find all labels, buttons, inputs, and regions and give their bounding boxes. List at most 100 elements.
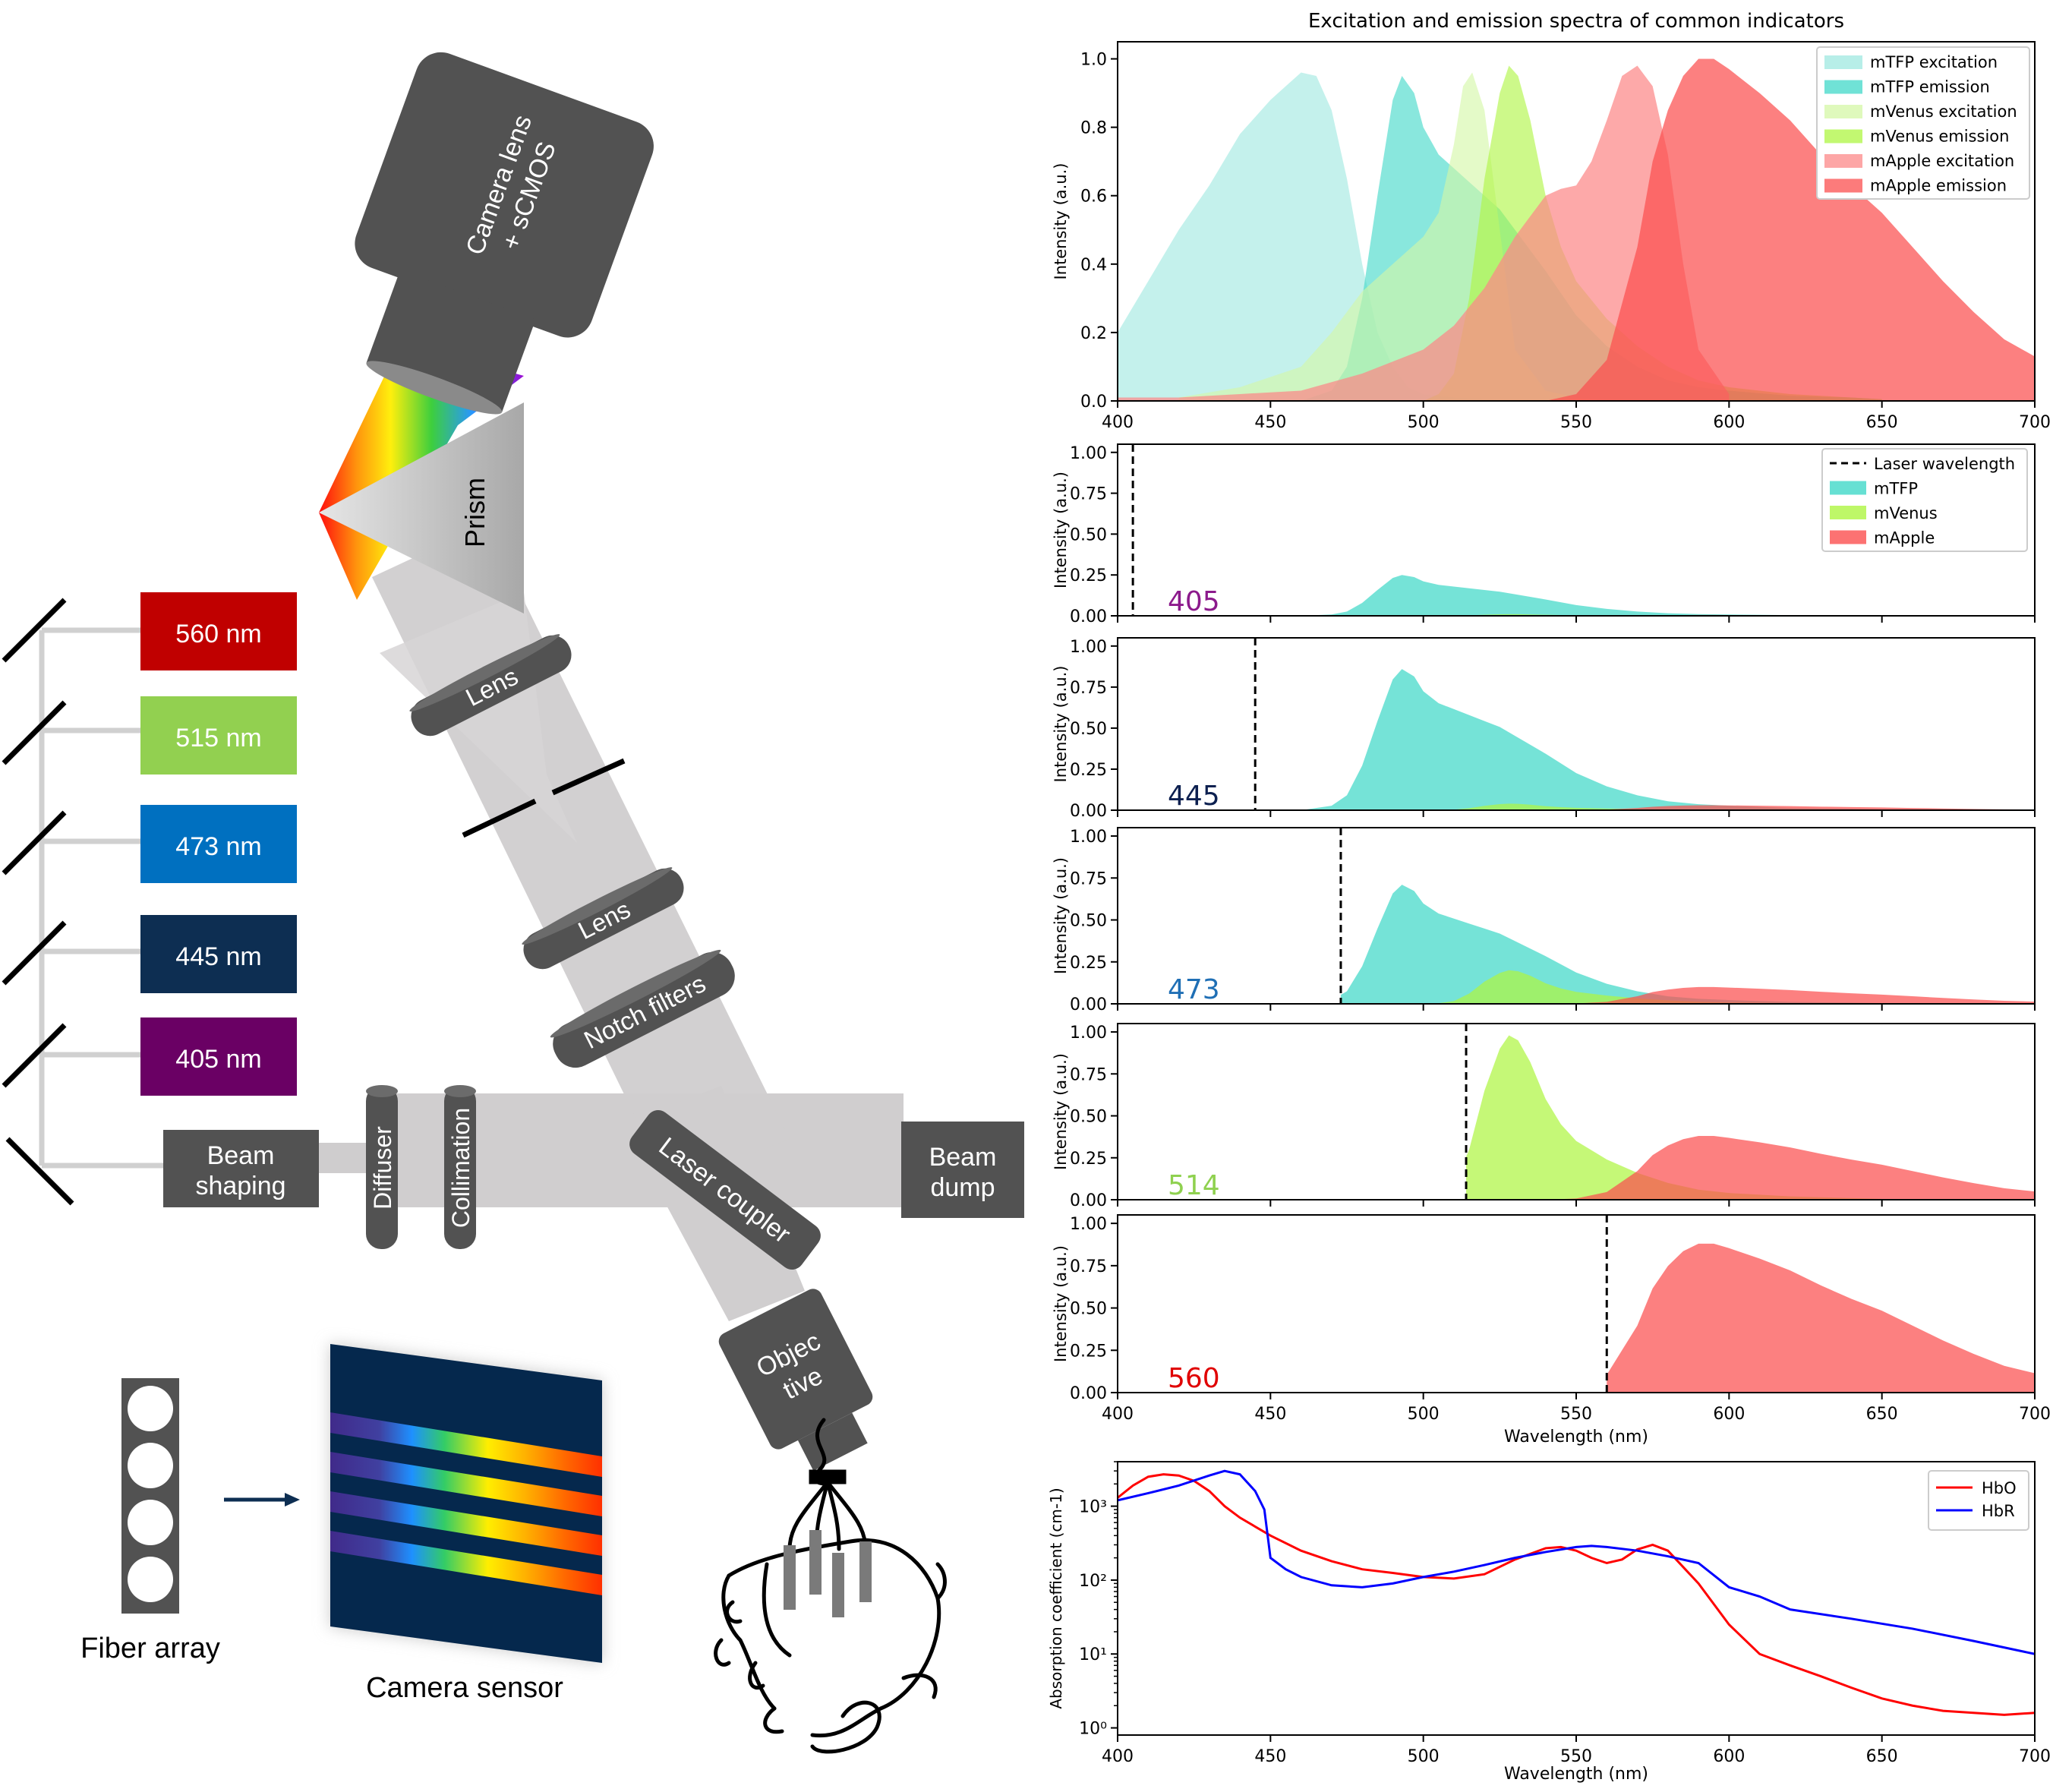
absorption-chart: 400 450 500 550 600 650 700 10⁰ 10¹ 10² 10³ Absorpt… [1047,1461,2051,1784]
legend-entry: mApple excitation [1870,152,2014,170]
absorption-line-hbo [1117,1473,2036,1716]
x-tick-label: 600 [1713,1747,1745,1766]
y-tick-label: 0.75 [1070,869,1107,888]
y-tick-label: 0.50 [1070,912,1107,931]
emission-area-mapple [1255,805,2035,810]
emission-area-mvenus [1133,614,1882,616]
svg-text:Beam: Beam [207,1141,275,1170]
y-tick-label: 0.00 [1070,607,1107,626]
y-tick-label: 0.00 [1070,802,1107,821]
prism: Prism [319,402,524,614]
lens-top: Lens [409,634,572,737]
laser-515-label: 515 nm [175,724,261,752]
x-tick-label: 650 [1866,1405,1898,1424]
y-axis-label: Intensity (a.u.) [1052,857,1070,974]
absorption-chart-frame [1117,1461,2036,1736]
beam-shaping-box: Beam shaping [163,1130,319,1207]
camera-lens-scmos: Camera lens + sCMOS [355,52,654,415]
y-tick-label: 0.00 [1070,995,1107,1014]
y-tick-label: 0.25 [1070,1150,1107,1169]
collimation-lens: Collimation [444,1085,476,1249]
laser-405-label: 405 nm [175,1045,261,1074]
x-tick-label: 550 [1560,1747,1592,1766]
svg-text:Diffuser: Diffuser [369,1126,396,1210]
y-tick-label: 10¹ [1079,1645,1107,1664]
legend-entry: mVenus emission [1870,128,2009,146]
y-tick-label: 1.00 [1070,638,1107,657]
y-axis-label: Absorption coefficient (cm-1) [1047,1488,1065,1708]
laser-445-label: 445 nm [175,942,261,971]
x-tick-label: 700 [2019,413,2051,432]
fiber-array-label: Fiber array [80,1633,220,1664]
legend-entry: mTFP emission [1870,78,1990,96]
x-tick-label: 700 [2019,1405,2051,1424]
y-axis-label: Intensity (a.u.) [1052,472,1070,588]
legend-entry: mApple [1874,529,1935,547]
legend-swatch [1830,481,1866,495]
laser-label: 405 [1168,586,1220,617]
chart-title: Excitation and emission spectra of commo… [1308,10,1844,33]
emission-area-mapple [1607,1243,2035,1393]
legend-entry: HbO [1982,1479,2017,1497]
svg-text:Prism: Prism [459,478,490,547]
y-tick-label: 10⁰ [1079,1720,1107,1739]
beam-dump: Beam dump [901,1122,1024,1218]
legend-swatch [1824,178,1862,193]
laser-label: 473 [1168,974,1220,1005]
y-axis-label: Intensity (a.u.) [1052,1245,1070,1362]
x-tick-label: 600 [1713,413,1745,432]
x-tick-label: 700 [2019,1747,2051,1766]
y-tick-label: 1.00 [1070,1024,1107,1043]
series-area-mapple-emission [1545,58,2035,402]
x-axis-label: Wavelength (nm) [1504,1765,1648,1784]
emission-area-mtfp [1255,669,1882,810]
emission-area-mvenus [1340,970,1882,1004]
laser-label: 560 [1168,1363,1220,1394]
legend-box [1821,448,2028,552]
legend-entry: mTFP [1874,480,1918,498]
aperture-slit [462,758,626,838]
emission-area-mvenus [1466,1035,1882,1200]
x-tick-label: 450 [1254,413,1286,432]
series-area-mtfp-excitation [1118,72,1515,402]
x-tick-label: 500 [1408,1747,1440,1766]
laser-560-label: 560 nm [175,620,261,648]
y-tick-label: 0.75 [1070,1065,1107,1084]
x-tick-label: 600 [1713,1405,1745,1424]
y-tick-label: 0.2 [1080,324,1107,343]
camera-sensor-label: Camera sensor [366,1672,563,1704]
x-axis-label: Wavelength (nm) [1504,1428,1648,1447]
y-tick-label: 0.25 [1070,1342,1107,1361]
svg-text:dump: dump [930,1173,995,1202]
y-tick-label: 0.50 [1070,525,1107,544]
emission-area-mvenus [1255,803,1882,810]
legend-entry: HbR [1982,1502,2015,1520]
y-axis-label: Intensity (a.u.) [1052,666,1070,783]
legend: HbO HbR [1928,1470,2029,1531]
laser-560 [140,592,297,670]
x-tick-label: 500 [1408,413,1440,432]
laser-label: 445 [1168,781,1220,812]
svg-text:Collimation: Collimation [447,1108,475,1228]
y-tick-label: 0.75 [1070,1257,1107,1276]
y-axis-label: Intensity (a.u.) [1052,163,1070,280]
legend-entry: mApple emission [1870,177,2007,195]
emission-area-mtfp [1340,885,1882,1004]
series-area-mapple-excitation [1118,65,1730,402]
y-tick-label: 0.50 [1070,1300,1107,1319]
y-tick-label: 0.4 [1080,256,1107,275]
y-tick-label: 1.00 [1070,1215,1107,1234]
y-tick-label: 0.25 [1070,954,1107,973]
y-tick-label: 10² [1079,1572,1107,1591]
y-tick-label: 1.00 [1070,444,1107,463]
diffuser: Diffuser [366,1085,398,1249]
x-tick-label: 400 [1102,1747,1134,1766]
legend-entry: Laser wavelength [1874,455,2015,473]
laser-label: 514 [1168,1170,1220,1201]
y-tick-label: 0.75 [1070,485,1107,504]
legend-box [1928,1470,2029,1531]
legend-swatch [1824,129,1862,144]
